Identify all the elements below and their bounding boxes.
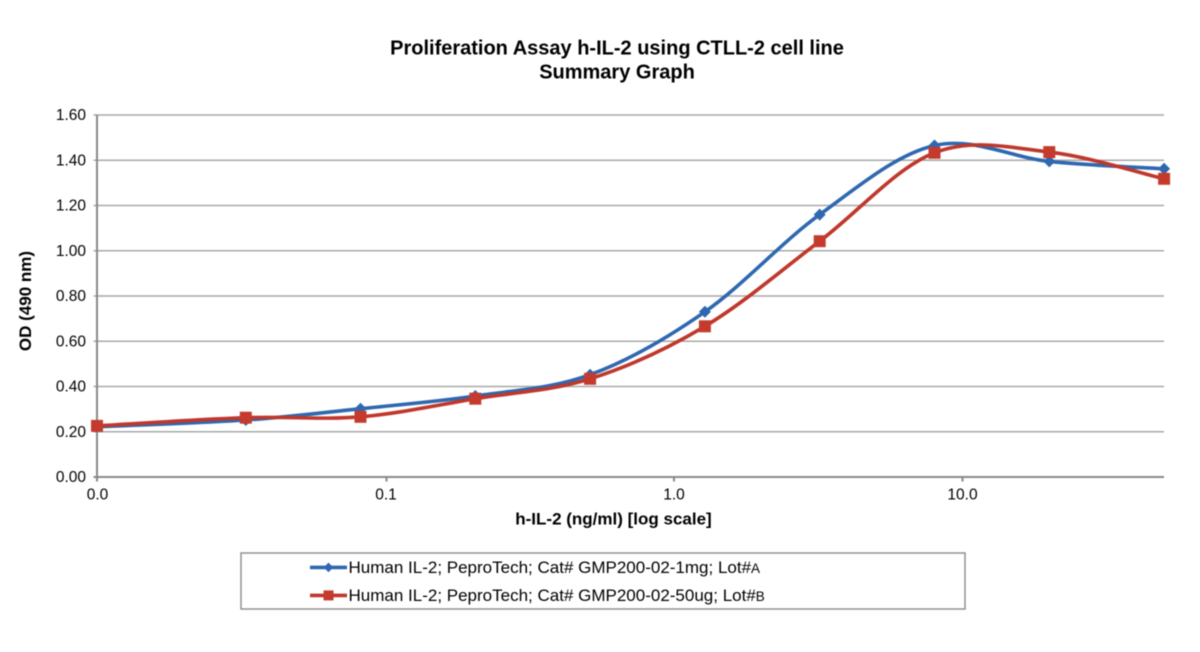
svg-text:0.20: 0.20 (56, 424, 87, 441)
svg-text:0.40: 0.40 (56, 379, 87, 396)
svg-text:1.40: 1.40 (56, 152, 87, 169)
svg-text:1.0: 1.0 (663, 487, 685, 504)
svg-text:1.20: 1.20 (56, 198, 87, 215)
svg-text:0.60: 0.60 (56, 333, 87, 350)
svg-text:1.60: 1.60 (56, 107, 87, 124)
svg-text:Summary Graph: Summary Graph (539, 62, 695, 84)
svg-text:0.80: 0.80 (56, 288, 87, 305)
svg-text:0.1: 0.1 (375, 487, 397, 504)
svg-text:OD (490 nm): OD (490 nm) (16, 251, 35, 351)
svg-text:1.00: 1.00 (56, 243, 87, 260)
svg-text:10.0: 10.0 (947, 487, 978, 504)
svg-text:Human IL-2; PeproTech; Cat# GM: Human IL-2; PeproTech; Cat# GMP200-02-50… (349, 586, 765, 605)
svg-text:0.00: 0.00 (56, 469, 87, 486)
svg-text:Human IL-2; PeproTech; Cat# GM: Human IL-2; PeproTech; Cat# GMP200-02-1m… (349, 558, 761, 577)
svg-text:h-IL-2 (ng/ml) [log scale]: h-IL-2 (ng/ml) [log scale] (515, 510, 711, 529)
svg-text:Proliferation Assay h-IL-2 usi: Proliferation Assay h-IL-2 using CTLL-2 … (390, 38, 844, 60)
svg-text:0.0: 0.0 (87, 487, 109, 504)
